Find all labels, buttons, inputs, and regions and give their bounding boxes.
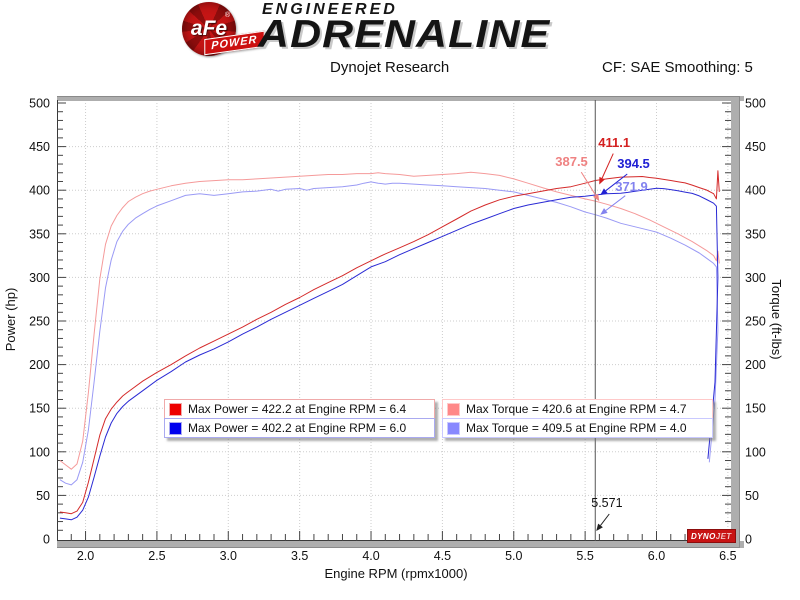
axis-ticks: [57, 102, 731, 541]
torque-afe-curve: [59, 171, 720, 470]
cursor-rpm-label: 5.571: [591, 496, 623, 510]
svg-text:400: 400: [745, 184, 766, 198]
legend-label: Max Power = 422.2 at Engine RPM = 6.4: [188, 402, 407, 416]
svg-text:300: 300: [745, 271, 766, 285]
y-tick-labels-right: 0 50 100 150 200 250 300 350 400 450 500: [745, 97, 766, 547]
svg-text:0: 0: [745, 533, 752, 547]
legend-swatch-blue: [169, 421, 182, 435]
afe-brand-logo: aFe ® POWER ENGINEERED ADRENALINE: [168, 0, 608, 58]
svg-text:200: 200: [745, 358, 766, 372]
svg-text:6.5: 6.5: [719, 549, 736, 563]
legend-label: Max Power = 402.2 at Engine RPM = 6.0: [188, 421, 407, 435]
legend-swatch-lightblue: [447, 421, 460, 435]
legend-label: Max Torque = 420.6 at Engine RPM = 4.7: [466, 402, 687, 416]
chart-title: Dynojet Research: [330, 59, 450, 76]
gridlines: [57, 100, 735, 540]
svg-text:350: 350: [745, 227, 766, 241]
svg-text:6.0: 6.0: [648, 549, 665, 563]
svg-text:3.0: 3.0: [220, 549, 237, 563]
legend-entry-max-power-afe: Max Power = 422.2 at Engine RPM = 6.4: [164, 399, 435, 419]
x-axis-title: Engine RPM (rpmx1000): [324, 566, 467, 581]
svg-text:4.0: 4.0: [362, 549, 379, 563]
cursor-readout-power-afe: 411.1: [598, 134, 631, 150]
svg-text:200: 200: [29, 358, 50, 372]
cursor-readout-torque-afe: 387.5: [555, 154, 588, 170]
dynojet-watermark: DYNO JET: [687, 529, 736, 543]
svg-text:400: 400: [29, 184, 50, 198]
svg-text:5.0: 5.0: [505, 549, 522, 563]
power-afe-curve: [59, 170, 720, 515]
svg-text:0: 0: [43, 533, 50, 547]
legend-entry-max-torque-stock: Max Torque = 409.5 at Engine RPM = 4.0: [442, 418, 713, 438]
legend-max-power[interactable]: Max Power = 422.2 at Engine RPM = 6.4 Ma…: [164, 399, 435, 438]
svg-text:100: 100: [745, 445, 766, 459]
power-stock-curve: [59, 187, 719, 521]
svg-text:2.0: 2.0: [77, 549, 94, 563]
dynojet-watermark-part2: JET: [715, 531, 732, 541]
legend-swatch-salmon: [447, 402, 460, 416]
svg-text:250: 250: [29, 315, 50, 329]
cursor-readout-torque-stock: 371.9: [615, 178, 648, 194]
svg-text:300: 300: [29, 271, 50, 285]
right-axis-title: Torque (ft-lbs): [769, 279, 784, 359]
svg-text:50: 50: [36, 489, 50, 503]
left-axis-title: Power (hp): [3, 288, 18, 352]
svg-text:4.5: 4.5: [434, 549, 451, 563]
svg-text:500: 500: [745, 97, 766, 111]
torque-stock-curve: [59, 181, 719, 486]
brand-adrenaline-text: ADRENALINE: [258, 13, 551, 56]
svg-text:450: 450: [745, 140, 766, 154]
correction-smoothing-label: CF: SAE Smoothing: 5: [602, 59, 753, 76]
svg-text:2.5: 2.5: [148, 549, 165, 563]
svg-text:150: 150: [29, 402, 50, 416]
svg-text:150: 150: [745, 402, 766, 416]
svg-text:3.5: 3.5: [291, 549, 308, 563]
legend-entry-max-power-stock: Max Power = 402.2 at Engine RPM = 6.0: [164, 418, 435, 438]
svg-text:100: 100: [29, 445, 50, 459]
legend-max-torque[interactable]: Max Torque = 420.6 at Engine RPM = 4.7 M…: [442, 399, 713, 438]
svg-text:250: 250: [745, 315, 766, 329]
brand-engineered-text: ENGINEERED: [262, 1, 398, 18]
legend-label: Max Torque = 409.5 at Engine RPM = 4.0: [466, 421, 687, 435]
svg-text:5.5: 5.5: [576, 549, 593, 563]
svg-text:500: 500: [29, 97, 50, 111]
cursor-readout-power-stock: 394.5: [617, 155, 650, 171]
dynojet-watermark-part1: DYNO: [691, 531, 716, 541]
registered-mark: ®: [224, 12, 230, 19]
svg-text:350: 350: [29, 227, 50, 241]
y-tick-labels-left: 0 50 100 150 200 250 300 350 400 450 500: [29, 97, 50, 547]
legend-swatch-red: [169, 402, 182, 416]
legend-entry-max-torque-afe: Max Torque = 420.6 at Engine RPM = 4.7: [442, 399, 713, 419]
svg-text:50: 50: [745, 489, 759, 503]
x-tick-labels: 2.0 2.5 3.0 3.5 4.0 4.5 5.0 5.5 6.0 6.5: [77, 549, 737, 563]
svg-text:450: 450: [29, 140, 50, 154]
afe-logo-text: aFe: [190, 17, 228, 40]
